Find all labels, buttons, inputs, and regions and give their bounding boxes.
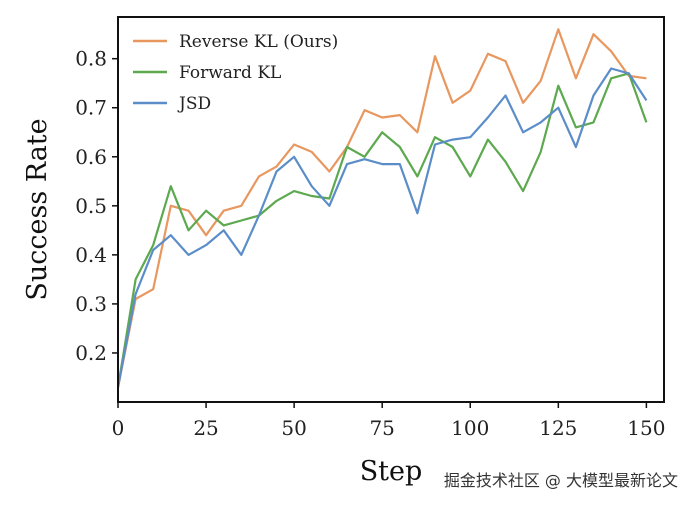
x-tick-label: 150 — [627, 416, 665, 440]
watermark-text: 掘金技术社区 @ 大模型最新论文 — [439, 465, 682, 493]
legend-label-1: Forward KL — [179, 63, 281, 83]
y-axis-title: Success Rate — [22, 118, 53, 300]
legend-label-0: Reverse KL (Ours) — [179, 32, 338, 52]
series-line-1 — [116, 72, 648, 388]
x-tick-label: 100 — [451, 416, 489, 440]
series-line-2 — [116, 67, 648, 388]
y-tick-label: 0.6 — [75, 145, 107, 169]
y-tick-label: 0.7 — [75, 96, 107, 120]
x-tick-label: 75 — [369, 416, 394, 440]
plot-lines — [116, 28, 648, 388]
x-axis: 0 25 50 75 100 125 150 — [112, 402, 665, 440]
x-tick-label: 25 — [193, 416, 218, 440]
y-tick-label: 0.3 — [75, 292, 107, 316]
x-tick-label: 125 — [539, 416, 577, 440]
y-axis: 0.2 0.3 0.4 0.5 0.6 0.7 0.8 — [75, 47, 118, 365]
x-tick-label: 50 — [281, 416, 306, 440]
legend-label-2: JSD — [177, 94, 211, 114]
y-tick-label: 0.8 — [75, 47, 107, 71]
y-tick-label: 0.4 — [75, 243, 107, 267]
plot-frame — [117, 16, 665, 403]
y-tick-label: 0.5 — [75, 194, 107, 218]
legend: Reverse KL (Ours) Forward KL JSD — [133, 32, 338, 114]
y-tick-label: 0.2 — [75, 341, 107, 365]
series-line-0 — [116, 28, 647, 388]
x-axis-title: Step — [360, 456, 423, 487]
x-tick-label: 0 — [112, 416, 125, 440]
